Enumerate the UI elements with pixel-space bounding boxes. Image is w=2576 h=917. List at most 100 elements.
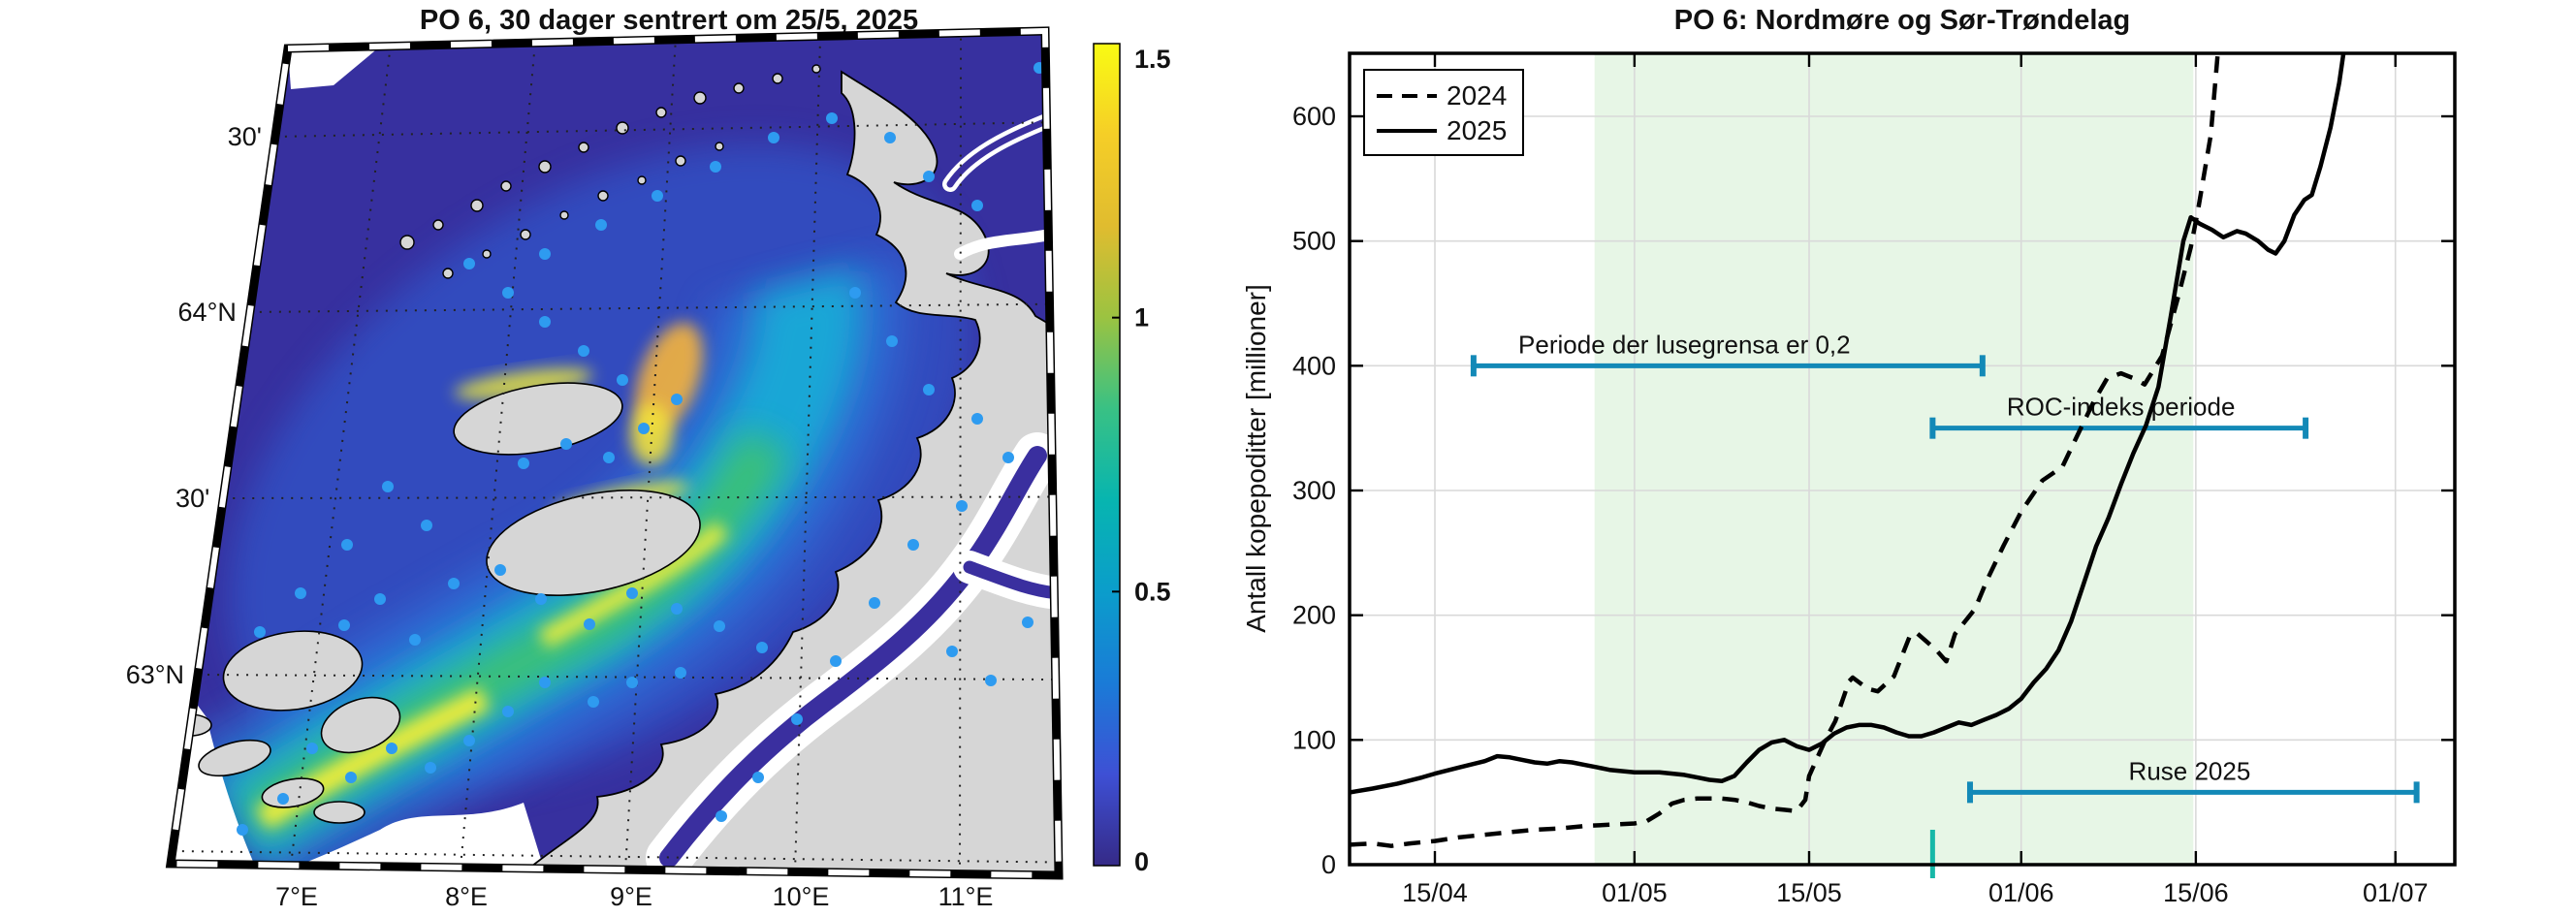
- farm-marker: [254, 626, 266, 638]
- colorbar-tick-label: 1.5: [1134, 45, 1171, 74]
- farm-marker: [448, 578, 460, 589]
- chart-shaded-band: [1594, 53, 2194, 865]
- chart-gridlines: [1350, 53, 2455, 865]
- skerry: [578, 142, 589, 153]
- chart-panel: PO 6: Nordmøre og Sør-Trøndelag Periode …: [1241, 5, 2457, 907]
- map-y-tick-label: 63°N: [126, 660, 184, 689]
- farm-marker: [830, 655, 842, 667]
- farm-marker: [463, 735, 475, 746]
- skerry: [482, 249, 492, 259]
- colorbar-tick-label: 0: [1134, 847, 1149, 876]
- skerry: [655, 107, 667, 118]
- farm-marker: [603, 452, 615, 463]
- farm-marker: [1022, 617, 1034, 628]
- colorbar-tick-label: 0.5: [1134, 577, 1171, 606]
- map-x-tick-label: 8°E: [445, 882, 488, 911]
- colorbar: 0 0.5 1 1.5: [1093, 43, 1171, 876]
- y-tick-label: 0: [1321, 850, 1336, 879]
- x-tick-label: 01/05: [1602, 878, 1668, 907]
- skerry: [772, 73, 783, 84]
- graticule-meridian: [460, 43, 536, 869]
- legend-label-2024: 2024: [1447, 80, 1507, 111]
- heat-fringe-froya: [454, 367, 593, 400]
- land-mainland: [528, 70, 1059, 875]
- nodata-wedge-s: [302, 803, 543, 866]
- farm-marker: [971, 413, 983, 425]
- farm-marker: [886, 335, 898, 347]
- map-graticule: [172, 33, 1059, 874]
- skerry: [559, 210, 569, 220]
- map-title: PO 6, 30 dager sentrert om 25/5, 2025: [420, 5, 918, 36]
- farm-marker: [752, 772, 764, 783]
- farm-marker: [295, 587, 306, 599]
- farm-marker: [956, 500, 968, 512]
- skerry: [442, 268, 454, 279]
- island-smola: [222, 630, 364, 711]
- farm-marker: [756, 642, 768, 653]
- farm-marker: [502, 706, 514, 717]
- farm-marker: [985, 675, 997, 686]
- chart-annotations: Periode der lusegrensa er 0,2 ROC-indeks …: [1470, 330, 2420, 878]
- skerry: [470, 199, 484, 212]
- annotation-periode-der-lusegrensa-er-0,2: Periode der lusegrensa er 0,2: [1470, 330, 1986, 377]
- farm-marker: [306, 743, 318, 754]
- x-tick-label: 15/05: [1776, 878, 1842, 907]
- farm-marker: [578, 345, 589, 357]
- colorbar-gradient: [1093, 43, 1121, 867]
- farm-marker: [1002, 452, 1014, 463]
- skerry: [520, 229, 531, 240]
- farm-markers: [237, 62, 1045, 836]
- x-tick-label: 15/04: [1402, 878, 1468, 907]
- farm-marker: [923, 171, 935, 182]
- island-small-1: [198, 739, 271, 777]
- map-frame: [165, 26, 1064, 880]
- farm-marker: [595, 219, 607, 231]
- farm-marker: [374, 593, 386, 605]
- farm-marker: [425, 762, 436, 774]
- fjord-water-indigo: [659, 446, 1047, 868]
- farm-marker: [946, 646, 958, 657]
- farm-marker: [539, 248, 551, 260]
- farm-marker: [409, 634, 421, 646]
- y-tick-label: 500: [1292, 227, 1336, 256]
- y-tick-label: 200: [1292, 601, 1336, 630]
- annotation-roc-indeks-periode: ROC-indeks periode: [1929, 393, 2309, 439]
- map-x-tick-label: 7°E: [275, 882, 318, 911]
- farm-marker: [237, 824, 248, 836]
- skerry: [597, 190, 609, 202]
- y-tick-label: 100: [1292, 725, 1336, 754]
- colorbar-ticks: [1112, 316, 1120, 593]
- farm-marker: [338, 619, 350, 631]
- farm-marker: [421, 520, 432, 531]
- skerry: [811, 64, 821, 74]
- colorbar-labels: 0 0.5 1 1.5: [1134, 45, 1171, 876]
- skerry: [432, 219, 444, 231]
- farm-marker: [869, 597, 880, 609]
- island-small-4: [313, 801, 366, 824]
- chart-series: [1350, 53, 2346, 848]
- y-tick-label: 400: [1292, 351, 1336, 380]
- farm-marker: [535, 593, 547, 605]
- skerry: [637, 175, 647, 185]
- farm-marker: [638, 423, 650, 434]
- legend-box: [1363, 69, 1524, 156]
- chart-title: PO 6: Nordmøre og Sør-Trøndelag: [1674, 5, 2131, 36]
- farm-marker: [345, 772, 357, 783]
- farm-marker: [626, 587, 638, 599]
- chart-ylabel: Antall kopepoditter [millioner]: [1241, 284, 1271, 633]
- farm-marker: [768, 132, 779, 143]
- nodata-notch-nw: [288, 47, 380, 89]
- skerry: [675, 155, 686, 167]
- chart-legend: 2024 2025: [1363, 69, 1524, 156]
- graticule-meridian: [794, 36, 822, 872]
- period-label: ROC-indeks periode: [2007, 393, 2236, 422]
- farm-marker: [539, 316, 551, 328]
- legend-label-2025: 2025: [1447, 115, 1507, 145]
- farm-marker: [923, 384, 935, 395]
- map-x-tick-label: 9°E: [610, 882, 652, 911]
- map-y-tick-label: 30': [228, 122, 262, 151]
- farm-marker: [716, 810, 727, 822]
- farm-marker: [791, 713, 803, 725]
